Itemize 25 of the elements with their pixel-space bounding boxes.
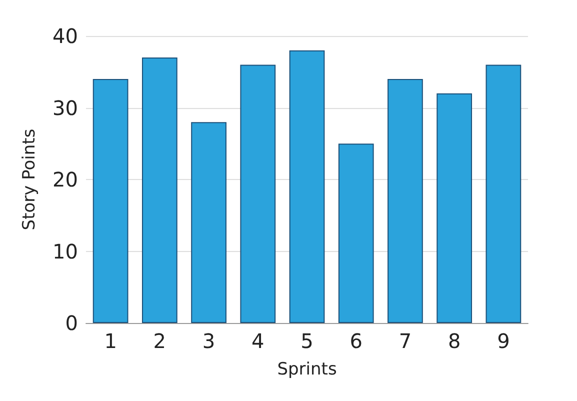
x-tick-label: 4 bbox=[252, 329, 264, 353]
x-tick-label: 1 bbox=[104, 329, 117, 353]
x-tick-label: 8 bbox=[448, 329, 461, 353]
x-tick-label: 3 bbox=[202, 329, 216, 353]
x-tick-label: 2 bbox=[153, 329, 166, 353]
bar bbox=[142, 58, 178, 323]
x-axis-title: Sprints bbox=[277, 360, 337, 380]
x-tick-label: 6 bbox=[350, 329, 362, 353]
y-tick-label: 10 bbox=[52, 239, 78, 264]
x-tick-label: 9 bbox=[497, 329, 510, 353]
y-tick-label: 0 bbox=[65, 311, 78, 335]
x-tick-label: 5 bbox=[300, 329, 314, 353]
x-tick-label: 7 bbox=[398, 329, 412, 353]
bar bbox=[486, 64, 522, 323]
bar bbox=[338, 144, 374, 323]
bar bbox=[436, 93, 472, 323]
bar bbox=[191, 122, 226, 323]
bar bbox=[92, 79, 128, 323]
y-axis-title: Story Points bbox=[20, 128, 40, 230]
bar bbox=[240, 64, 276, 323]
bar bbox=[289, 50, 325, 323]
y-tick-label: 20 bbox=[52, 168, 78, 192]
y-tick-label: 40 bbox=[52, 24, 78, 48]
bar bbox=[388, 79, 423, 323]
y-tick-label: 30 bbox=[52, 96, 78, 120]
